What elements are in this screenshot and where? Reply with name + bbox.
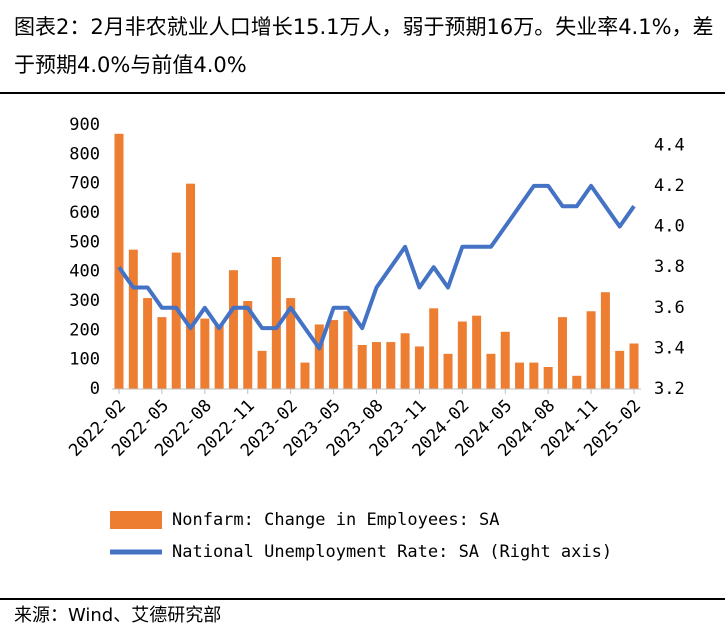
bar <box>429 308 439 389</box>
y2-tick-label: 3.8 <box>654 257 685 277</box>
y2-tick-label: 3.2 <box>654 379 685 399</box>
source-note: 来源：Wind、艾德研究部 <box>14 605 222 626</box>
bar <box>615 350 625 389</box>
bar <box>386 342 396 389</box>
bar <box>329 320 339 389</box>
y-tick-label: 900 <box>69 115 100 135</box>
figure-title: 图表2：2月非农就业人口增长15.1万人，弱于预期16万。失业率4.1%，差于预… <box>14 15 714 77</box>
bar <box>515 362 525 389</box>
bar <box>500 331 510 389</box>
y-tick-label: 200 <box>69 320 100 340</box>
bar <box>171 252 181 389</box>
bar <box>314 324 324 389</box>
y2-tick-label: 3.6 <box>654 298 685 318</box>
bar <box>629 343 639 389</box>
bar <box>157 317 167 389</box>
bar <box>243 301 253 389</box>
bar <box>457 321 467 389</box>
bar <box>114 133 124 389</box>
y-tick-label: 300 <box>69 291 100 311</box>
legend-label: National Unemployment Rate: SA (Right ax… <box>172 542 612 562</box>
bar <box>529 362 539 389</box>
bar <box>572 375 582 389</box>
bar <box>372 342 381 389</box>
y-tick-label: 500 <box>69 232 100 252</box>
line <box>117 183 636 351</box>
bar <box>414 346 424 389</box>
bar <box>200 318 210 389</box>
y-tick-label: 0 <box>90 379 100 399</box>
y2-tick-label: 4.2 <box>654 176 685 196</box>
legend-label: Nonfarm: Change in Employees: SA <box>172 510 500 530</box>
bar <box>343 311 353 389</box>
bar <box>486 353 496 389</box>
bar <box>443 353 453 389</box>
bar <box>586 311 596 389</box>
bar <box>143 298 153 389</box>
bar <box>271 257 281 389</box>
bar <box>543 367 553 389</box>
bar <box>472 315 482 389</box>
y2-tick-label: 4.0 <box>654 217 685 237</box>
bar <box>286 298 296 389</box>
y2-tick-label: 3.4 <box>654 338 685 358</box>
y-tick-label: 400 <box>69 262 100 282</box>
bar <box>357 345 367 389</box>
bar <box>228 270 238 389</box>
y2-tick-label: 4.4 <box>654 135 685 155</box>
bar <box>557 317 567 389</box>
y-tick-label: 800 <box>69 144 100 164</box>
y-tick-label: 700 <box>69 174 100 194</box>
bar <box>128 249 138 389</box>
legend-swatch <box>110 511 162 529</box>
bar <box>257 350 267 389</box>
divider <box>0 92 725 94</box>
bar <box>214 324 224 389</box>
y-tick-label: 100 <box>69 350 100 370</box>
bar <box>400 333 410 389</box>
y-tick-label: 600 <box>69 203 100 223</box>
bar <box>600 292 610 389</box>
divider <box>0 598 725 600</box>
bar <box>300 362 310 389</box>
bar <box>186 183 196 389</box>
